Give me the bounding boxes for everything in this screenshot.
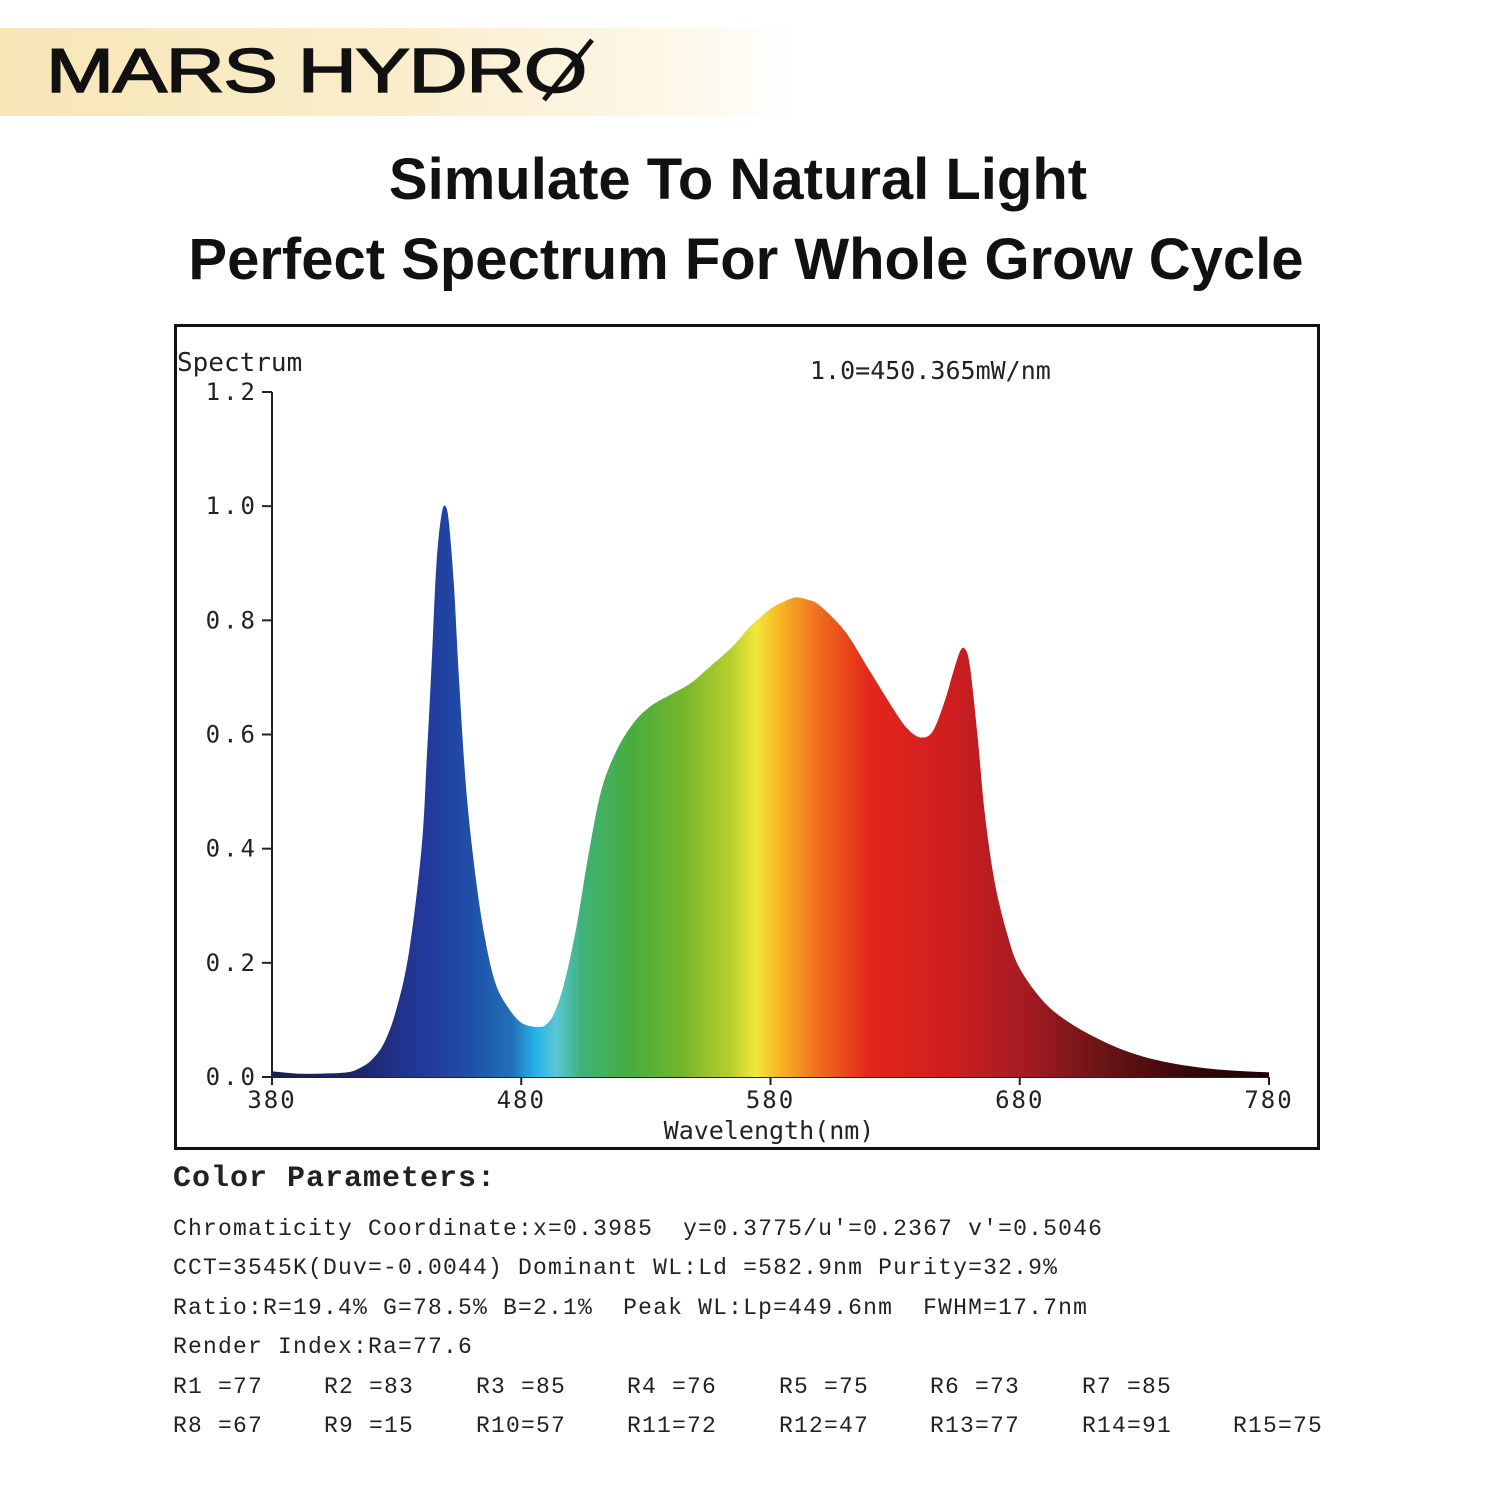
render-value: R13=77 [930,1412,1021,1439]
render-value: R3 =85 [476,1373,567,1400]
y-tick-label: 1.2 [206,378,258,406]
render-value: R14=91 [1082,1412,1173,1439]
y-tick-label: 0.0 [206,1063,258,1091]
chromaticity-line: Chromaticity Coordinate:x=0.3985 y=0.377… [173,1216,1104,1242]
x-tick-label: 680 [995,1086,1044,1114]
y-tick-label: 0.8 [206,606,258,634]
render-value: R9 =15 [324,1412,415,1439]
color-parameters-section: Color Parameters: Chromaticity Coordinat… [173,1162,1473,1446]
y-tick-label: 0.4 [206,835,258,863]
chart-scale-annotation: 1.0=450.365mW/nm [810,356,1051,385]
chart-ticks: 0.0 0.2 0.4 0.6 0.8 1.0 1.2 380 480 580 680 780 [206,378,1293,1114]
render-value: R11=72 [627,1412,718,1439]
spectrum-chart-frame: 0.0 0.2 0.4 0.6 0.8 1.0 1.2 380 480 580 680 780 Spe… [174,324,1320,1150]
y-tick-label: 0.2 [206,949,258,977]
render-value: R4 =76 [627,1373,718,1400]
render-value: R10=57 [476,1412,567,1439]
spectrum-series-area [272,505,1269,1077]
brand-banner [0,28,800,116]
render-value: R8 =67 [173,1412,264,1439]
x-tick-label: 580 [746,1086,795,1114]
render-value: R7 =85 [1082,1373,1173,1400]
y-tick-label: 0.6 [206,721,258,749]
x-tick-label: 780 [1244,1086,1293,1114]
spectrum-area-layer [272,505,1269,1077]
chart-title: Spectrum [177,348,302,378]
logo-slash-mark [542,38,594,102]
cct-line: CCT=3545K(Duv=-0.0044) Dominant WL:Ld =5… [173,1255,1059,1282]
render-value: R15=75 [1233,1412,1324,1439]
render-value: R5 =75 [779,1373,870,1400]
x-axis-label: Wavelength(nm) [664,1116,875,1145]
brand-name: MARS HYDRO [46,37,586,104]
ratio-line: Ratio:R=19.4% G=78.5% B=2.1% Peak WL:Lp=… [173,1294,1089,1321]
x-tick-label: 380 [247,1086,296,1114]
x-tick-label: 480 [497,1086,546,1114]
brand-logo: MARS HYDRO [45,36,594,104]
render-value: R2 =83 [324,1373,415,1400]
render-value: R1 =77 [173,1373,264,1400]
headline-line-2: Perfect Spectrum For Whole Grow Cycle [188,227,1304,292]
render-index-line: Render Index:Ra=77.6 [173,1334,474,1361]
render-values-row-1: R1 =77 R2 =83 R3 =85 R4 =76 R5 =75 R6 =7… [173,1368,1473,1407]
spectrum-chart: 0.0 0.2 0.4 0.6 0.8 1.0 1.2 380 480 580 680 780 Spe… [177,348,1293,1145]
headline-line-1: Simulate To Natural Light [388,147,1088,212]
render-value: R6 =73 [930,1373,1021,1400]
y-tick-label: 1.0 [206,492,258,520]
color-parameters-title: Color Parameters: [173,1162,497,1196]
render-value: R12=47 [779,1412,870,1439]
render-values-row-2: R8 =67 R9 =15 R10=57 R11=72 R12=47 R13=7… [173,1407,1473,1446]
